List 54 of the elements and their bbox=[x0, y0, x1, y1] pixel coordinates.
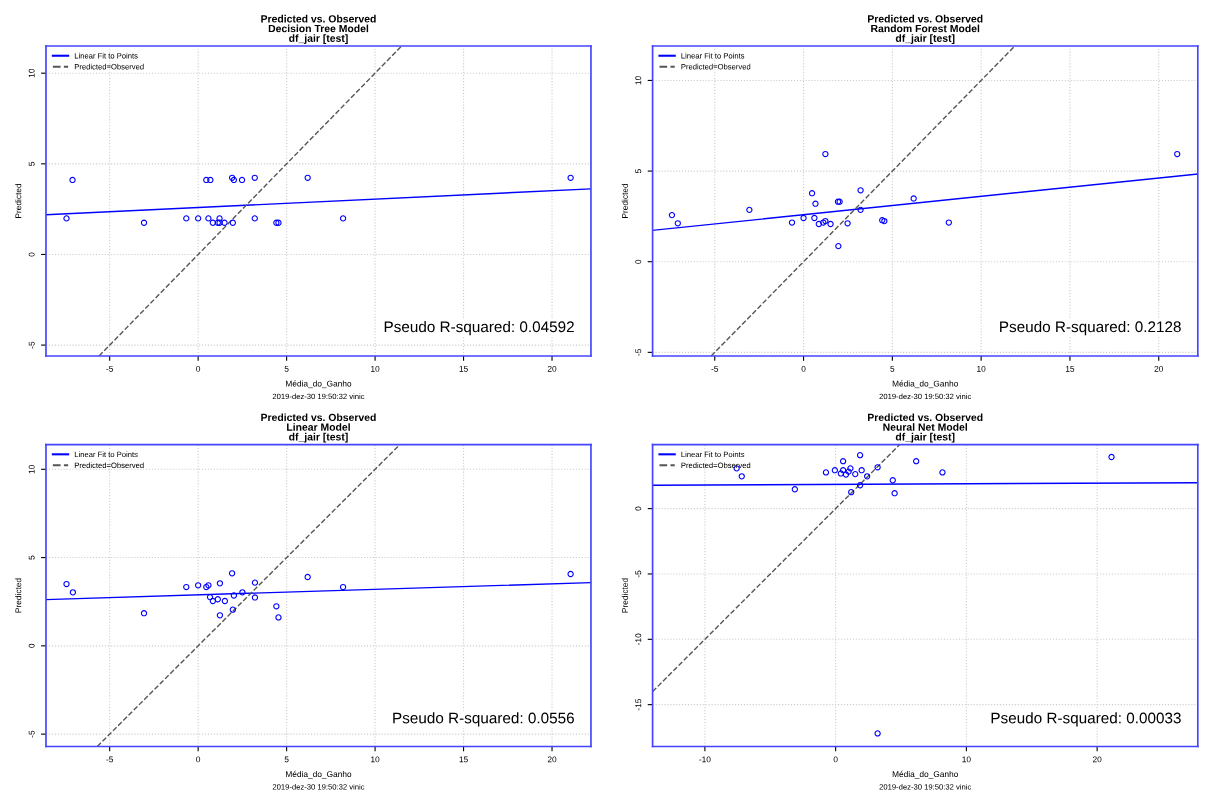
annotation: Pseudo R-squared: 0.04592 bbox=[384, 320, 574, 336]
x-tick-label: -5 bbox=[106, 756, 114, 763]
y-axis-title: Predicted bbox=[621, 578, 628, 613]
x-tick-label: 20 bbox=[1154, 365, 1164, 372]
x-tick-label: 15 bbox=[1065, 366, 1075, 372]
x-tick-label: 0 bbox=[196, 365, 201, 372]
y-tick-label: 5 bbox=[28, 555, 35, 560]
y-tick-label: -5 bbox=[28, 341, 35, 349]
y-tick-label: -15 bbox=[635, 698, 642, 711]
y-tick-label: 0 bbox=[28, 252, 35, 257]
x-tick-label: 20 bbox=[547, 365, 557, 372]
chart-title: Predicted vs. Observed Random Forest Model df_jair [test] bbox=[868, 14, 983, 44]
x-tick-label: 0 bbox=[196, 756, 201, 763]
x-tick-label: 5 bbox=[890, 366, 895, 372]
x-tick-label: 15 bbox=[459, 756, 468, 763]
x-tick-label: 10 bbox=[371, 756, 380, 763]
y-tick-label: 0 bbox=[635, 506, 642, 511]
y-axis-title: Predicted bbox=[15, 183, 22, 218]
x-tick-label: -10 bbox=[699, 756, 711, 763]
x-tick-label: 0 bbox=[801, 365, 806, 372]
x-tick-label: 10 bbox=[371, 365, 380, 372]
x-tick-label: 5 bbox=[284, 366, 289, 372]
chart-title: Predicted vs. Observed Neural Net Model df_jair [test] bbox=[868, 413, 983, 443]
annotation: Pseudo R-squared: 0.00033 bbox=[991, 712, 1181, 727]
x-axis-title: Média_do_Ganho bbox=[892, 770, 958, 779]
x-tick-label: -5 bbox=[711, 366, 719, 372]
y-tick-label: -5 bbox=[635, 570, 642, 578]
x-tick-label: 5 bbox=[284, 756, 289, 763]
y-axis-title: Predicted bbox=[15, 578, 22, 613]
y-tick-label: 0 bbox=[28, 643, 35, 648]
x-tick-label: -5 bbox=[106, 366, 114, 372]
x-tick-label: 10 bbox=[977, 365, 986, 372]
chart-title: Predicted vs. Observed Decision Tree Model df_jair [test] bbox=[261, 14, 376, 44]
x-tick-label: 10 bbox=[962, 756, 971, 763]
y-tick-label: 0 bbox=[635, 259, 642, 264]
annotation: Pseudo R-squared: 0.0556 bbox=[393, 712, 574, 727]
y-tick-label: -5 bbox=[635, 348, 642, 356]
chart-title: Predicted vs. Observed Linear Model df_jair [test] bbox=[261, 413, 376, 443]
y-tick-label: 5 bbox=[28, 161, 35, 166]
x-tick-label: 15 bbox=[459, 366, 468, 372]
y-tick-label: -10 bbox=[635, 633, 642, 645]
annotation: Pseudo R-squared: 0.2128 bbox=[1000, 320, 1181, 336]
x-tick-label: 0 bbox=[833, 756, 838, 763]
y-tick-label: 10 bbox=[28, 464, 35, 474]
x-axis-title: Média_do_Ganho bbox=[892, 380, 958, 389]
x-tick-label: 20 bbox=[547, 756, 557, 763]
y-tick-label: -5 bbox=[28, 730, 35, 738]
x-tick-label: 20 bbox=[1092, 756, 1102, 763]
y-axis-title: Predicted bbox=[621, 183, 628, 218]
y-tick-label: 10 bbox=[635, 76, 642, 85]
x-axis-title: Média_do_Ganho bbox=[286, 770, 352, 779]
x-axis-title: Média_do_Ganho bbox=[286, 380, 352, 389]
y-tick-label: 5 bbox=[635, 169, 642, 174]
y-tick-label: 10 bbox=[28, 68, 35, 78]
